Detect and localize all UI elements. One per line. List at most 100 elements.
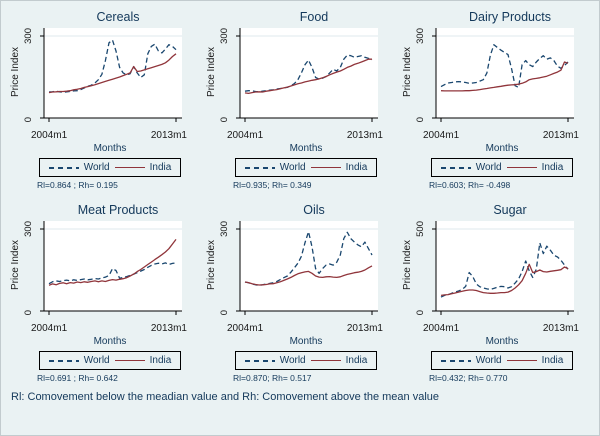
y-tick-labels: 300 0 xyxy=(218,219,231,323)
y-tick-zero: 0 xyxy=(219,116,230,122)
chart-area: Price Index 300 0 xyxy=(401,26,593,130)
chart-area: Price Index 500 0 xyxy=(401,219,593,323)
india-solid-line-sample xyxy=(310,359,341,362)
x-tick-labels: 2004m1 2013m1 xyxy=(423,323,579,335)
chart-grid: Cereals Price Index 300 0 2004m1 2013m1 … xyxy=(9,9,591,383)
legend-world-label: World xyxy=(475,162,502,173)
x-tick-end: 2013m1 xyxy=(542,130,579,141)
y-tick-zero: 0 xyxy=(219,309,230,315)
x-axis-label: Months xyxy=(485,143,519,154)
chart-panel: Food Price Index 300 0 2004m1 2013m1 Mon… xyxy=(205,9,397,190)
comovement-stats: Rl=0.870; Rh= 0.517 xyxy=(233,373,312,383)
x-tick-end: 2013m1 xyxy=(346,323,383,334)
legend-india-label: India xyxy=(149,355,172,366)
legend-india-label: India xyxy=(345,162,368,173)
x-tick-labels: 2004m1 2013m1 xyxy=(31,323,187,335)
y-tick-zero: 0 xyxy=(23,309,34,315)
legend-world-label: World xyxy=(83,355,110,366)
legend: World India xyxy=(235,351,377,370)
y-tick-zero: 0 xyxy=(415,116,426,122)
panel-title: Dairy Products xyxy=(469,10,551,24)
plot-svg xyxy=(236,221,378,315)
panel-title: Oils xyxy=(303,203,325,217)
legend-world-label: World xyxy=(279,355,306,366)
panel-title: Food xyxy=(299,10,329,24)
world-dashed-line-sample xyxy=(244,166,275,169)
x-tick-labels: 2004m1 2013m1 xyxy=(31,130,187,142)
comovement-stats: Rl=0.603; Rh= -0.498 xyxy=(429,180,511,190)
y-tick-zero: 0 xyxy=(415,309,426,315)
plot-svg xyxy=(40,221,182,315)
x-axis-label: Months xyxy=(289,143,323,154)
y-tick-labels: 500 0 xyxy=(414,219,427,323)
legend-india-label: India xyxy=(541,162,564,173)
chart-area: Price Index 300 0 xyxy=(205,219,397,323)
india-solid-line-sample xyxy=(506,166,537,169)
x-tick-start: 2004m1 xyxy=(423,323,460,334)
x-tick-start: 2004m1 xyxy=(31,130,68,141)
india-solid-line-sample xyxy=(114,166,145,169)
chart-panel: Dairy Products Price Index 300 0 2004m1 … xyxy=(401,9,593,190)
chart-area: Price Index 300 0 xyxy=(205,26,397,130)
y-tick-max: 300 xyxy=(219,221,230,237)
legend: World India xyxy=(39,158,181,177)
india-solid-line-sample xyxy=(114,359,145,362)
plot-svg xyxy=(40,28,182,122)
footnote: Rl: Comovement below the meadian value a… xyxy=(11,391,440,403)
y-tick-zero: 0 xyxy=(23,116,34,122)
x-tick-start: 2004m1 xyxy=(31,323,68,334)
comovement-stats: Rl=0.864 ; Rh= 0.195 xyxy=(37,180,118,190)
x-tick-labels: 2004m1 2013m1 xyxy=(423,130,579,142)
y-axis-label: Price Index xyxy=(10,239,21,291)
panel-title: Cereals xyxy=(96,10,140,24)
legend-world-label: World xyxy=(279,162,306,173)
comovement-stats: Rl=0.432; Rh= 0.770 xyxy=(429,373,508,383)
y-axis-label: Price Index xyxy=(206,46,217,98)
world-dashed-line-sample xyxy=(244,359,275,362)
y-tick-max: 500 xyxy=(415,221,426,237)
panel-title: Sugar xyxy=(493,203,527,217)
y-tick-max: 300 xyxy=(219,28,230,44)
x-tick-end: 2013m1 xyxy=(150,130,187,141)
chart-area: Price Index 300 0 xyxy=(9,219,201,323)
y-tick-labels: 300 0 xyxy=(22,26,35,130)
y-tick-max: 300 xyxy=(23,28,34,44)
comovement-stats: Rl=0.935; Rh= 0.349 xyxy=(233,180,312,190)
world-dashed-line-sample xyxy=(48,166,79,169)
plot-svg xyxy=(432,28,574,122)
chart-panel: Cereals Price Index 300 0 2004m1 2013m1 … xyxy=(9,9,201,190)
india-solid-line-sample xyxy=(310,166,341,169)
plot-svg xyxy=(236,28,378,122)
legend-world-label: World xyxy=(475,355,502,366)
world-dashed-line-sample xyxy=(440,166,471,169)
x-tick-start: 2004m1 xyxy=(423,130,460,141)
legend-india-label: India xyxy=(345,355,368,366)
x-tick-start: 2004m1 xyxy=(227,130,264,141)
y-axis-label: Price Index xyxy=(402,46,413,98)
legend-world-label: World xyxy=(83,162,110,173)
x-tick-start: 2004m1 xyxy=(227,323,264,334)
legend: World India xyxy=(431,351,573,370)
x-tick-labels: 2004m1 2013m1 xyxy=(227,323,383,335)
y-tick-labels: 300 0 xyxy=(218,26,231,130)
x-tick-end: 2013m1 xyxy=(542,323,579,334)
y-tick-max: 300 xyxy=(415,28,426,44)
legend-india-label: India xyxy=(149,162,172,173)
chart-panel: Sugar Price Index 500 0 2004m1 2013m1 Mo… xyxy=(401,202,593,383)
x-axis-label: Months xyxy=(485,336,519,347)
chart-area: Price Index 300 0 xyxy=(9,26,201,130)
legend: World India xyxy=(431,158,573,177)
chart-panel: Meat Products Price Index 300 0 2004m1 2… xyxy=(9,202,201,383)
chart-panel: Oils Price Index 300 0 2004m1 2013m1 Mon… xyxy=(205,202,397,383)
y-tick-labels: 300 0 xyxy=(414,26,427,130)
y-axis-label: Price Index xyxy=(402,239,413,291)
y-axis-label: Price Index xyxy=(206,239,217,291)
legend-india-label: India xyxy=(541,355,564,366)
india-solid-line-sample xyxy=(506,359,537,362)
y-axis-label: Price Index xyxy=(10,46,21,98)
legend: World India xyxy=(39,351,181,370)
x-tick-labels: 2004m1 2013m1 xyxy=(227,130,383,142)
x-tick-end: 2013m1 xyxy=(150,323,187,334)
x-axis-label: Months xyxy=(93,143,127,154)
